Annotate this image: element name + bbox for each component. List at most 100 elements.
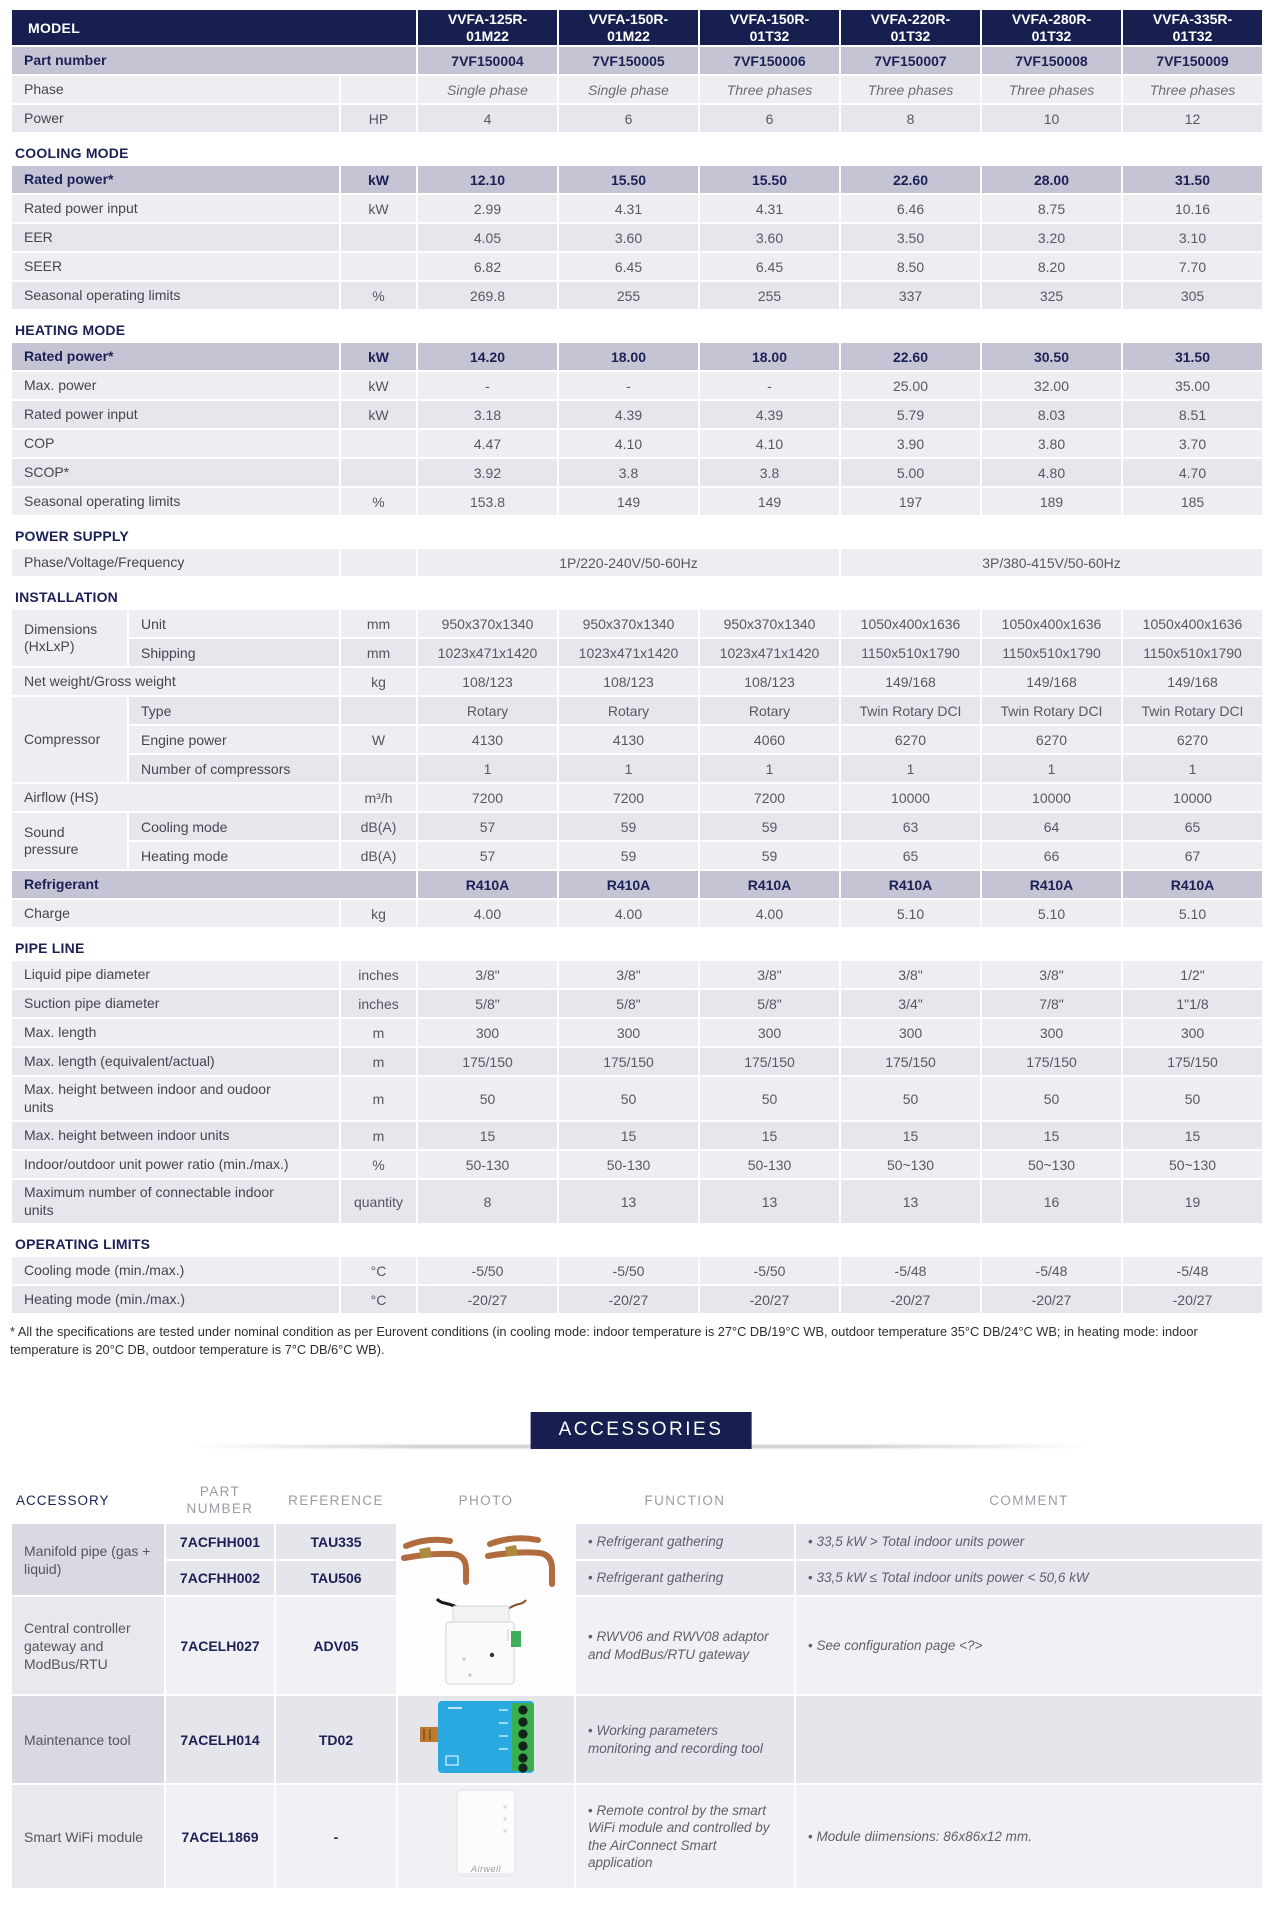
- spec-value: 5.10: [1123, 900, 1262, 928]
- spec-value: 50-130: [700, 1151, 839, 1179]
- row-label: SCOP*: [12, 459, 339, 487]
- spec-value: 4130: [418, 726, 557, 754]
- spec-value: 3/8": [700, 961, 839, 989]
- spec-value: 4.39: [700, 401, 839, 429]
- model-column-header: VVFA-335R- 01T32: [1123, 10, 1262, 46]
- spec-value: Twin Rotary DCI: [982, 697, 1121, 725]
- spec-value: -5/48: [841, 1257, 980, 1285]
- unit-label: dB(A): [341, 842, 416, 870]
- spec-value: 8.75: [982, 195, 1121, 223]
- reference: TD02: [276, 1696, 396, 1784]
- unit-label: dB(A): [341, 813, 416, 841]
- spec-value: R410A: [841, 871, 980, 899]
- spec-value: 175/150: [418, 1048, 557, 1076]
- spec-value: Three phases: [1123, 76, 1262, 104]
- spec-value: -: [700, 372, 839, 400]
- unit-label: m³/h: [341, 784, 416, 812]
- accessories-title-wrap: ACCESSORIES: [10, 1412, 1272, 1452]
- spec-value: -5/50: [418, 1257, 557, 1285]
- spec-value: 4.70: [1123, 459, 1262, 487]
- spec-value: 15.50: [700, 166, 839, 194]
- spec-value: Three phases: [841, 76, 980, 104]
- spec-value: 1150x510x1790: [841, 639, 980, 667]
- row-label: Refrigerant: [12, 871, 416, 899]
- unit-label: kW: [341, 372, 416, 400]
- comment-text: 33,5 kW ≤ Total indoor units power < 50,…: [808, 1570, 1089, 1585]
- row-label: Max. height between indoor and oudoor un…: [12, 1077, 339, 1121]
- spec-value: 4.39: [559, 401, 698, 429]
- spec-value: 59: [700, 842, 839, 870]
- comment-text: See configuration page <?>: [808, 1638, 982, 1653]
- row-label: Rated power input: [12, 401, 339, 429]
- spec-value: 50: [982, 1077, 1121, 1121]
- spec-value: 50-130: [559, 1151, 698, 1179]
- comment-cell: [796, 1696, 1262, 1784]
- photo-wifi: Airwell: [398, 1785, 574, 1889]
- spec-value: -20/27: [841, 1286, 980, 1314]
- comment-cell: 33,5 kW > Total indoor units power: [796, 1524, 1262, 1559]
- spec-value: -20/27: [418, 1286, 557, 1314]
- row-label: SEER: [12, 253, 339, 281]
- unit-label: °C: [341, 1286, 416, 1314]
- spec-value: 1"1/8: [1123, 990, 1262, 1018]
- spec-value: 3/8": [841, 961, 980, 989]
- spec-value: 269.8: [418, 282, 557, 310]
- unit-label: kW: [341, 401, 416, 429]
- spec-value: 15: [982, 1122, 1121, 1150]
- spec-value: 3.10: [1123, 224, 1262, 252]
- spec-value: 3/8": [559, 961, 698, 989]
- comment-cell: See configuration page <?>: [796, 1597, 1262, 1695]
- spec-value: 1: [841, 755, 980, 783]
- spec-value: 1: [700, 755, 839, 783]
- spec-value: 4.47: [418, 430, 557, 458]
- spec-value: 50~130: [841, 1151, 980, 1179]
- photo-board: [398, 1696, 574, 1784]
- spec-value: 3.90: [841, 430, 980, 458]
- spec-value: 7VF150009: [1123, 47, 1262, 75]
- spec-value: 7VF150004: [418, 47, 557, 75]
- row-label: Cooling mode (min./max.): [12, 1257, 339, 1285]
- reference: TAU506: [276, 1560, 396, 1596]
- spec-value: 300: [1123, 1019, 1262, 1047]
- spec-value: Single phase: [418, 76, 557, 104]
- spec-value: 50: [841, 1077, 980, 1121]
- group-label: Dimensions (HxLxP): [12, 610, 127, 667]
- spec-value: 950x370x1340: [559, 610, 698, 638]
- wifi-photo-image: [456, 1789, 516, 1877]
- spec-value: 3.80: [982, 430, 1121, 458]
- comment-cell: Module diimensions: 86x86x12 mm.: [796, 1785, 1262, 1889]
- part-number: 7ACELH014: [166, 1696, 274, 1784]
- row-label: Heating mode (min./max.): [12, 1286, 339, 1314]
- row-label: Phase/Voltage/Frequency: [12, 549, 339, 577]
- spec-value: R410A: [1123, 871, 1262, 899]
- section-title: POWER SUPPLY: [12, 517, 1262, 548]
- accessory-name: Smart WiFi module: [12, 1785, 164, 1889]
- spec-value: 325: [982, 282, 1121, 310]
- spec-table-body: Part number 7VF150004 7VF150005 7VF150006 7V…: [12, 47, 1262, 1314]
- row-label: Rated power input: [12, 195, 339, 223]
- spec-value: 197: [841, 488, 980, 516]
- spec-value: 6.46: [841, 195, 980, 223]
- row-label: Phase: [12, 76, 339, 104]
- spec-value: 3.50: [841, 224, 980, 252]
- spec-value: 3.8: [559, 459, 698, 487]
- spec-value: 7/8": [982, 990, 1121, 1018]
- spec-value: 4.00: [418, 900, 557, 928]
- group-label: Compressor: [12, 697, 127, 783]
- comment-text: Module diimensions: 86x86x12 mm.: [808, 1829, 1032, 1844]
- spec-value: 66: [982, 842, 1121, 870]
- function-cell: Working parameters monitoring and record…: [576, 1696, 794, 1784]
- spec-value: Twin Rotary DCI: [841, 697, 980, 725]
- spec-value: 7.70: [1123, 253, 1262, 281]
- row-label: Seasonal operating limits: [12, 488, 339, 516]
- spec-value: 7VF150008: [982, 47, 1121, 75]
- spec-value: 8.03: [982, 401, 1121, 429]
- function-text: Working parameters monitoring and record…: [588, 1723, 763, 1756]
- spec-value: Rotary: [418, 697, 557, 725]
- row-label: EER: [12, 224, 339, 252]
- sub-row-label: Type: [129, 697, 339, 725]
- spec-value: 25.00: [841, 372, 980, 400]
- accessories-table: ACCESSORY PART NUMBER REFERENCE PHOTO FUNCTI…: [10, 1478, 1264, 1890]
- accessories-table-body: Manifold pipe (gas + liquid) 7ACFHH001 TAU…: [12, 1524, 1262, 1889]
